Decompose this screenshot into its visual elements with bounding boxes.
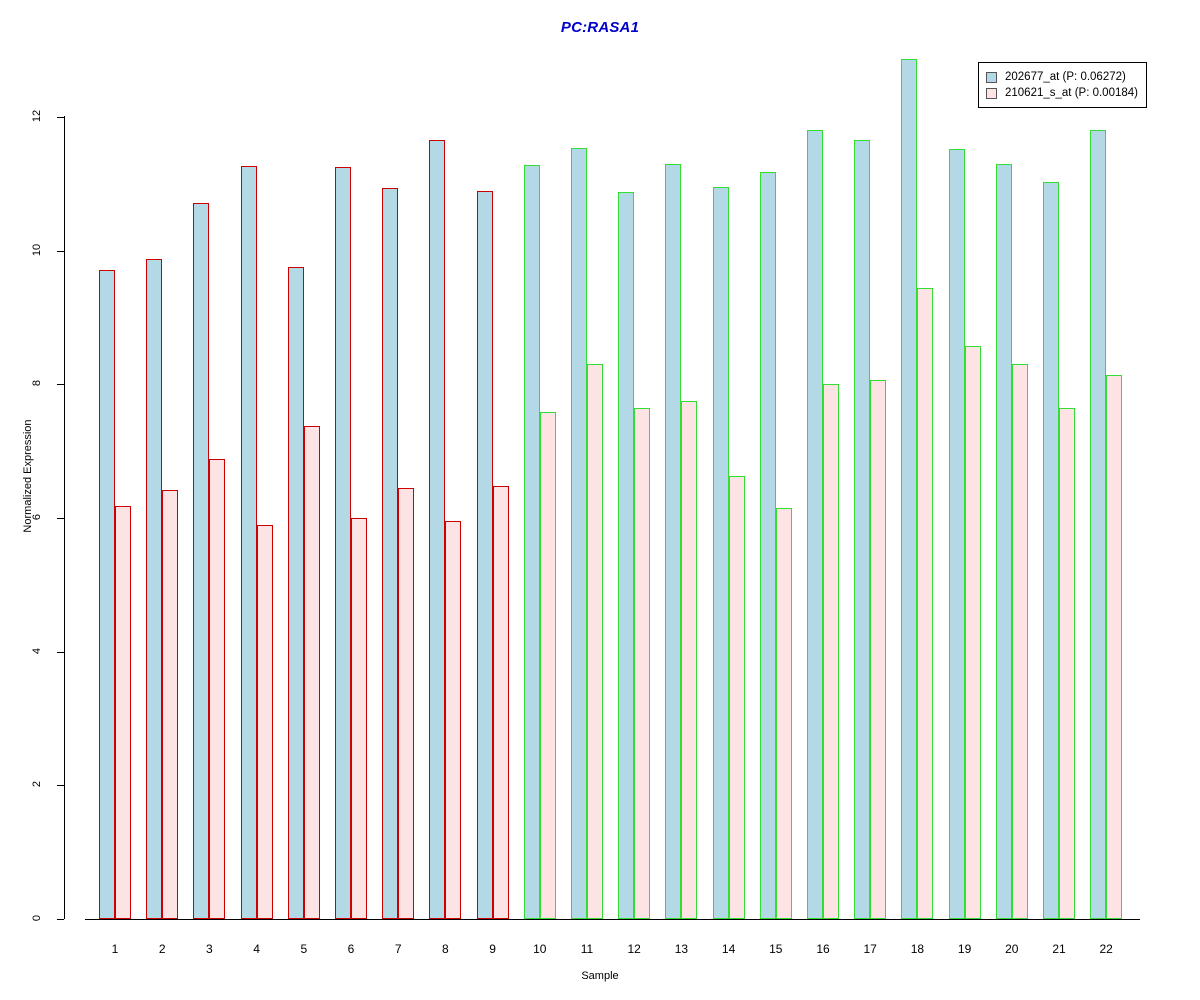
y-axis-line	[64, 116, 65, 919]
bar[interactable]	[162, 490, 179, 919]
y-tick-mark	[57, 785, 64, 787]
x-tick-label: 19	[957, 942, 972, 956]
y-tick-mark	[57, 517, 64, 519]
y-tick-mark	[57, 919, 64, 920]
bar[interactable]	[287, 267, 304, 919]
bar[interactable]	[445, 520, 462, 919]
bar[interactable]	[1011, 364, 1028, 919]
x-axis-line	[85, 919, 1140, 920]
bar[interactable]	[712, 186, 729, 919]
x-tick-label: 6	[347, 942, 355, 956]
bar[interactable]	[476, 191, 493, 919]
x-tick-label: 15	[769, 942, 783, 956]
bar[interactable]	[948, 148, 965, 919]
x-axis-title: Sample	[581, 970, 619, 982]
legend-swatch-icon	[986, 71, 997, 83]
bar[interactable]	[398, 488, 415, 919]
bar[interactable]	[193, 203, 210, 919]
x-tick-label: 16	[816, 942, 830, 956]
y-tick-mark	[57, 250, 64, 252]
bar[interactable]	[665, 164, 682, 919]
bar[interactable]	[209, 459, 226, 919]
bar[interactable]	[728, 475, 745, 919]
legend-label: 210621_s_at (P: 0.00184)	[1005, 87, 1138, 99]
x-tick-label: 14	[721, 942, 736, 956]
bar[interactable]	[759, 171, 776, 919]
bar[interactable]	[429, 139, 446, 919]
bar[interactable]	[303, 426, 320, 919]
bar[interactable]	[964, 346, 981, 919]
x-tick-label: 7	[394, 942, 402, 956]
y-tick-mark	[57, 651, 64, 653]
y-tick-label: 6	[31, 513, 43, 520]
bar[interactable]	[917, 287, 934, 919]
bar[interactable]	[870, 379, 887, 919]
bar[interactable]	[335, 166, 351, 919]
x-tick-label: 22	[1099, 942, 1113, 956]
x-tick-label: 8	[442, 942, 449, 956]
bar[interactable]	[854, 139, 871, 919]
x-tick-label: 12	[627, 942, 641, 956]
y-tick-label: 2	[31, 781, 43, 788]
bar[interactable]	[775, 507, 792, 919]
bar[interactable]	[115, 505, 131, 919]
y-tick-label: 4	[31, 647, 43, 654]
x-tick-label: 10	[533, 942, 547, 956]
bar[interactable]	[807, 129, 823, 919]
bar[interactable]	[1059, 408, 1075, 919]
bar[interactable]	[539, 411, 556, 919]
chart-title: PC:RASA1	[560, 19, 640, 36]
x-tick-label: 1	[111, 942, 119, 956]
x-tick-label: 5	[300, 942, 308, 956]
bar[interactable]	[823, 383, 839, 919]
x-tick-label: 17	[863, 942, 877, 956]
y-tick-label: 0	[31, 914, 43, 922]
chart-legend: 202677_at (P: 0.06272) 210621_s_at (P: 0.…	[978, 62, 1147, 108]
bar[interactable]	[146, 259, 163, 919]
bar[interactable]	[1090, 130, 1107, 919]
x-tick-label: 11	[580, 942, 594, 956]
bar[interactable]	[240, 166, 257, 919]
x-tick-label: 3	[206, 942, 213, 956]
y-tick-label: 8	[31, 380, 43, 387]
x-tick-label: 2	[158, 942, 166, 956]
bar[interactable]	[492, 486, 509, 919]
bar[interactable]	[681, 400, 698, 919]
bar[interactable]	[634, 408, 651, 919]
y-tick-mark	[57, 384, 64, 386]
bar[interactable]	[901, 58, 918, 919]
legend-label: 202677_at (P: 0.06272)	[1005, 71, 1126, 83]
bar[interactable]	[351, 517, 367, 919]
bar[interactable]	[571, 147, 587, 919]
x-tick-label: 9	[489, 942, 496, 956]
x-tick-label: 21	[1052, 942, 1066, 956]
y-axis-title: Normalized Expression	[22, 419, 34, 533]
bar[interactable]	[618, 191, 635, 919]
bar[interactable]	[995, 164, 1012, 919]
y-tick-mark	[57, 116, 64, 118]
x-tick-label: 18	[910, 942, 925, 956]
x-tick-label: 20	[1005, 942, 1019, 956]
legend-item[interactable]: 202677_at (P: 0.06272)	[986, 69, 1138, 85]
x-tick-label: 4	[253, 942, 260, 956]
legend-item[interactable]: 210621_s_at (P: 0.00184)	[986, 85, 1138, 101]
bar[interactable]	[99, 269, 115, 919]
y-tick-label: 10	[31, 243, 43, 256]
x-tick-label: 13	[674, 942, 689, 956]
bar[interactable]	[382, 188, 399, 919]
bar[interactable]	[1043, 181, 1059, 919]
bar[interactable]	[1106, 374, 1123, 919]
legend-swatch-icon	[986, 87, 997, 99]
bar[interactable]	[587, 364, 603, 919]
bar[interactable]	[523, 164, 540, 919]
bar[interactable]	[256, 524, 273, 919]
y-tick-label: 12	[31, 109, 43, 122]
